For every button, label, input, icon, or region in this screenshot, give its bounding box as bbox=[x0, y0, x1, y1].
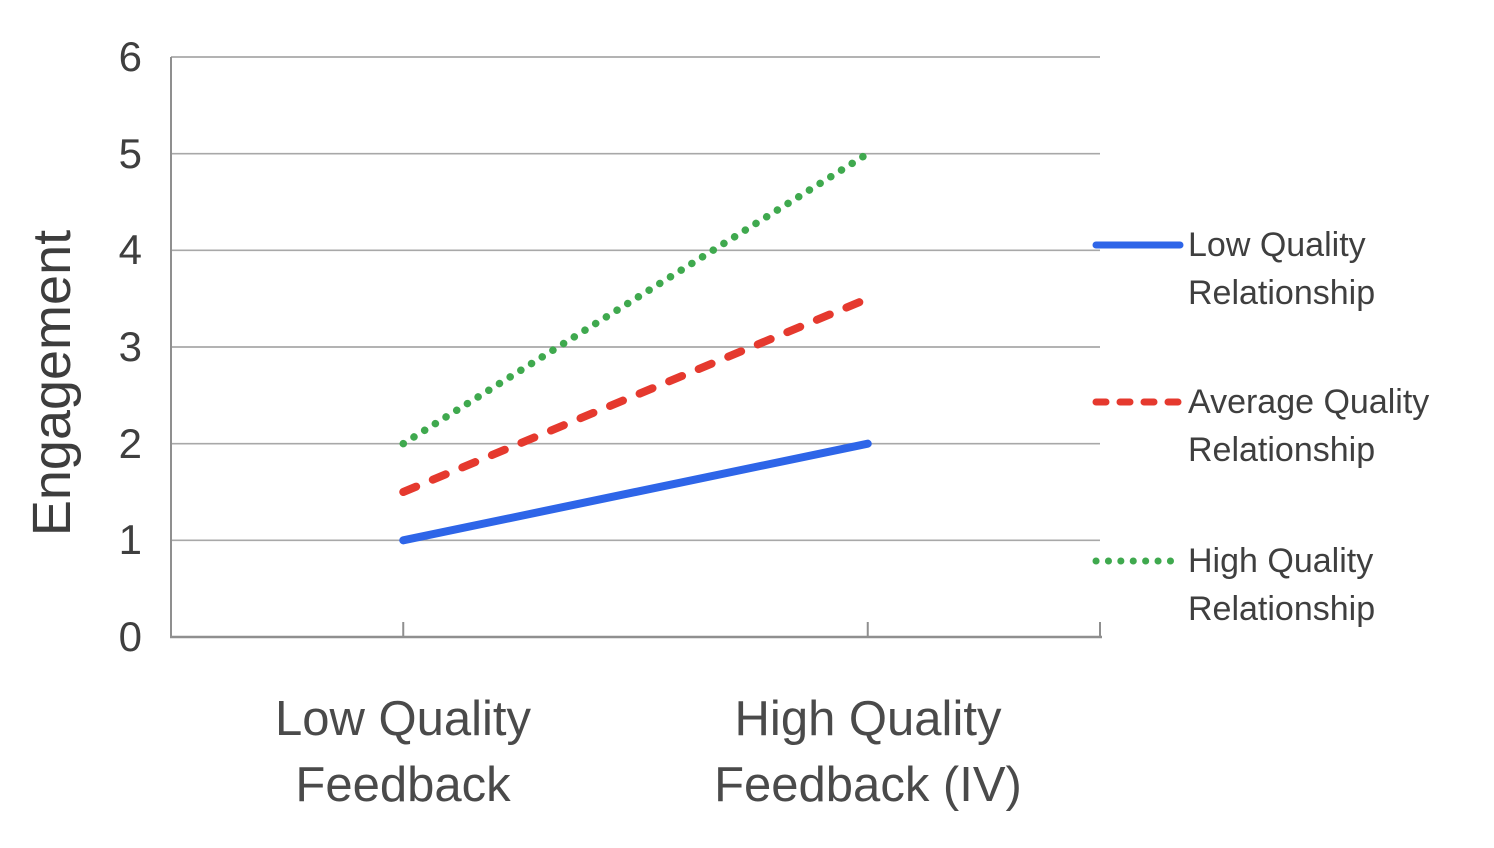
legend-dotted-line-sample bbox=[1092, 557, 1184, 565]
series-line-average-quality-relationship bbox=[399, 294, 872, 496]
legend-solid-line-sample bbox=[1092, 241, 1184, 249]
series-line-high-quality-relationship bbox=[399, 149, 872, 448]
legend-item-average-quality-relationship: Average Quality Relationship bbox=[1092, 378, 1478, 474]
y-axis-title: Engagement bbox=[22, 229, 82, 537]
y-axis-tick-label-5: 5 bbox=[118, 129, 142, 177]
y-axis-tick-label-6: 6 bbox=[118, 33, 142, 80]
legend-label: High Quality Relationship bbox=[1188, 542, 1376, 628]
series-line-low-quality-relationship bbox=[399, 439, 872, 545]
legend-item-high-quality-relationship: High Quality Relationship bbox=[1092, 537, 1478, 633]
legend-label: Average Quality Relationship bbox=[1188, 383, 1430, 469]
y-axis-tick-label-0: 0 bbox=[118, 613, 142, 660]
legend-label: Low Quality Relationship bbox=[1188, 226, 1376, 312]
y-axis-tick-label-3: 3 bbox=[118, 323, 142, 370]
x-axis-category-label-high-quality-feedback: High Quality Feedback (IV) bbox=[714, 692, 1022, 812]
y-axis-tick-label-4: 4 bbox=[118, 226, 142, 274]
y-axis-tick-label-2: 2 bbox=[118, 419, 142, 467]
legend-dashed-line-sample bbox=[1092, 398, 1184, 406]
y-axis-tick-label-1: 1 bbox=[118, 516, 142, 564]
x-axis-category-label-low-quality-feedback: Low Quality Feedback bbox=[274, 692, 531, 812]
legend-item-low-quality-relationship: Low Quality Relationship bbox=[1092, 221, 1478, 317]
